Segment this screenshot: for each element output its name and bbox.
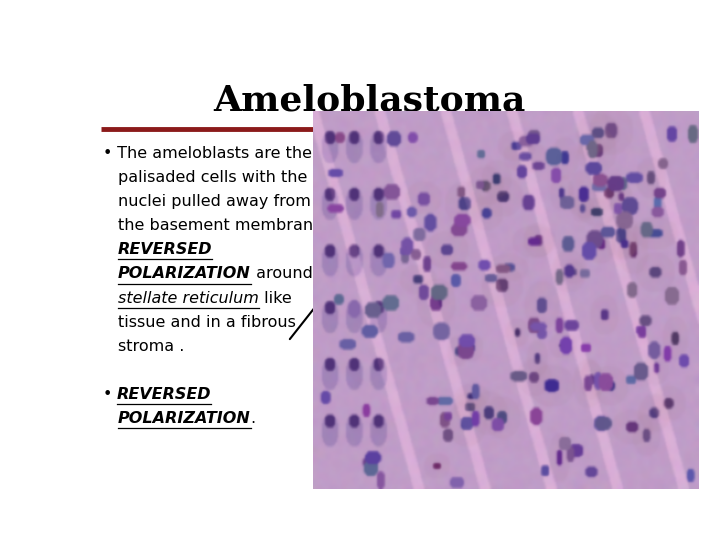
Text: POLARIZATION: POLARIZATION [118, 411, 251, 426]
Text: Ameloblastoma: Ameloblastoma [213, 84, 525, 118]
Text: around a: around a [251, 266, 328, 281]
Text: The ameloblasts are the: The ameloblasts are the [112, 146, 312, 161]
Text: .: . [251, 411, 256, 426]
Text: stroma .: stroma . [118, 339, 184, 354]
Text: like: like [258, 291, 292, 306]
Text: uOttawa: uOttawa [538, 451, 634, 473]
Text: the basement membrane: the basement membrane [118, 218, 323, 233]
Text: stellate reticulum: stellate reticulum [118, 291, 258, 306]
Text: POLARIZATION: POLARIZATION [118, 266, 251, 281]
Text: nuclei pulled away from: nuclei pulled away from [118, 194, 311, 209]
Text: REVERSED: REVERSED [117, 387, 211, 402]
Text: REVERSED: REVERSED [118, 242, 212, 258]
Text: tissue and in a fibrous: tissue and in a fibrous [118, 315, 296, 330]
Text: •: • [102, 146, 112, 161]
Text: •: • [102, 387, 112, 402]
Text: palisaded cells with the: palisaded cells with the [118, 170, 307, 185]
